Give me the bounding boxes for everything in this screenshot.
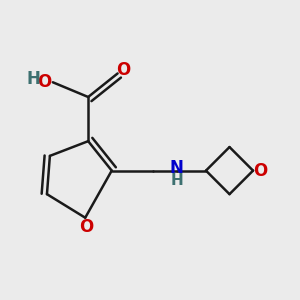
Text: O: O [253,162,268,180]
Text: H: H [27,70,40,88]
Text: N: N [169,159,183,177]
Text: O: O [116,61,130,80]
Text: O: O [80,218,94,236]
Text: O: O [37,73,51,91]
Text: H: H [170,173,183,188]
